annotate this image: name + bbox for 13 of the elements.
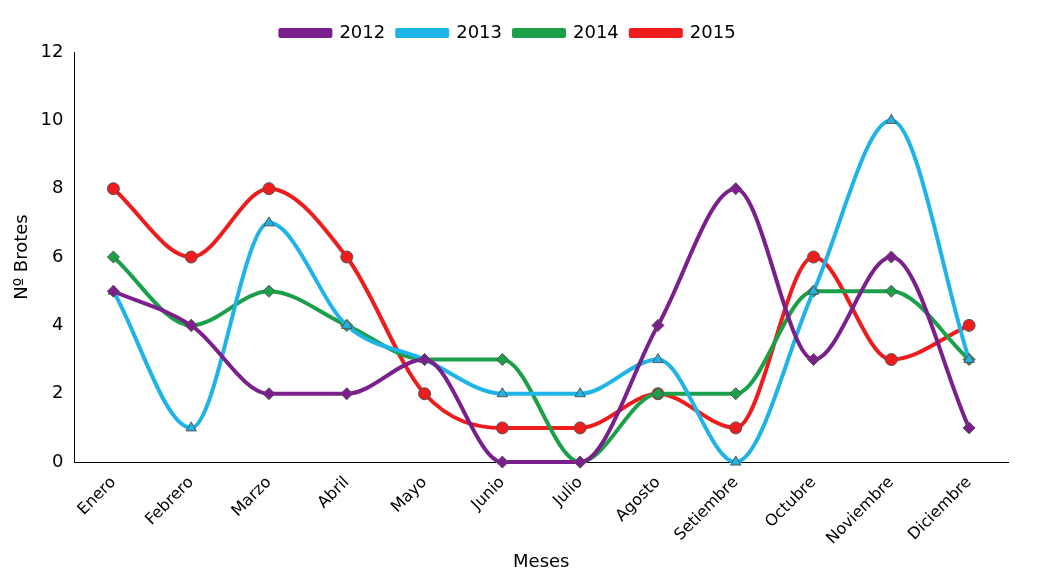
y-tick-label: 0 [52,449,64,471]
legend-label: 2012 [339,20,386,42]
y-tick-label: 4 [52,313,64,335]
legend-label: 2015 [689,20,736,42]
y-tick-label: 12 [40,39,64,61]
y-tick-label: 2 [52,381,64,403]
y-tick-label: 6 [52,244,64,266]
y-tick-label: 10 [40,108,64,130]
y-tick-label: 8 [52,176,64,198]
legend-label: 2014 [573,20,619,42]
legend-label: 2013 [456,20,502,42]
x-axis-title: Meses [513,549,570,571]
y-axis-title: Nº Brotes [10,214,32,300]
